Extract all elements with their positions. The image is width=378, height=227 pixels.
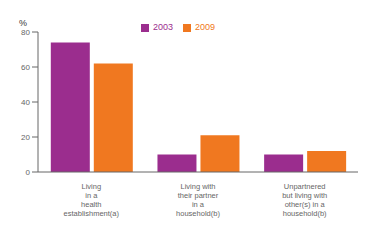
html-text:2003: 2003 xyxy=(153,22,173,32)
svg-text:0: 0 xyxy=(26,168,31,177)
html-text:2009: 2009 xyxy=(195,22,215,32)
svg-text:Living withtheir partnerin aho: Living withtheir partnerin ahousehold(b) xyxy=(176,182,220,218)
svg-text:20: 20 xyxy=(21,133,30,142)
svg-text:Unpartneredbut living withothe: Unpartneredbut living withother(s) in ah… xyxy=(282,182,327,218)
svg-text:Livingin ahealthestablishment(: Livingin ahealthestablishment(a) xyxy=(64,182,120,218)
svg-text:80: 80 xyxy=(21,28,30,37)
svg-text:%: % xyxy=(19,18,27,28)
svg-text:60: 60 xyxy=(21,63,30,72)
svg-text:40: 40 xyxy=(21,98,30,107)
